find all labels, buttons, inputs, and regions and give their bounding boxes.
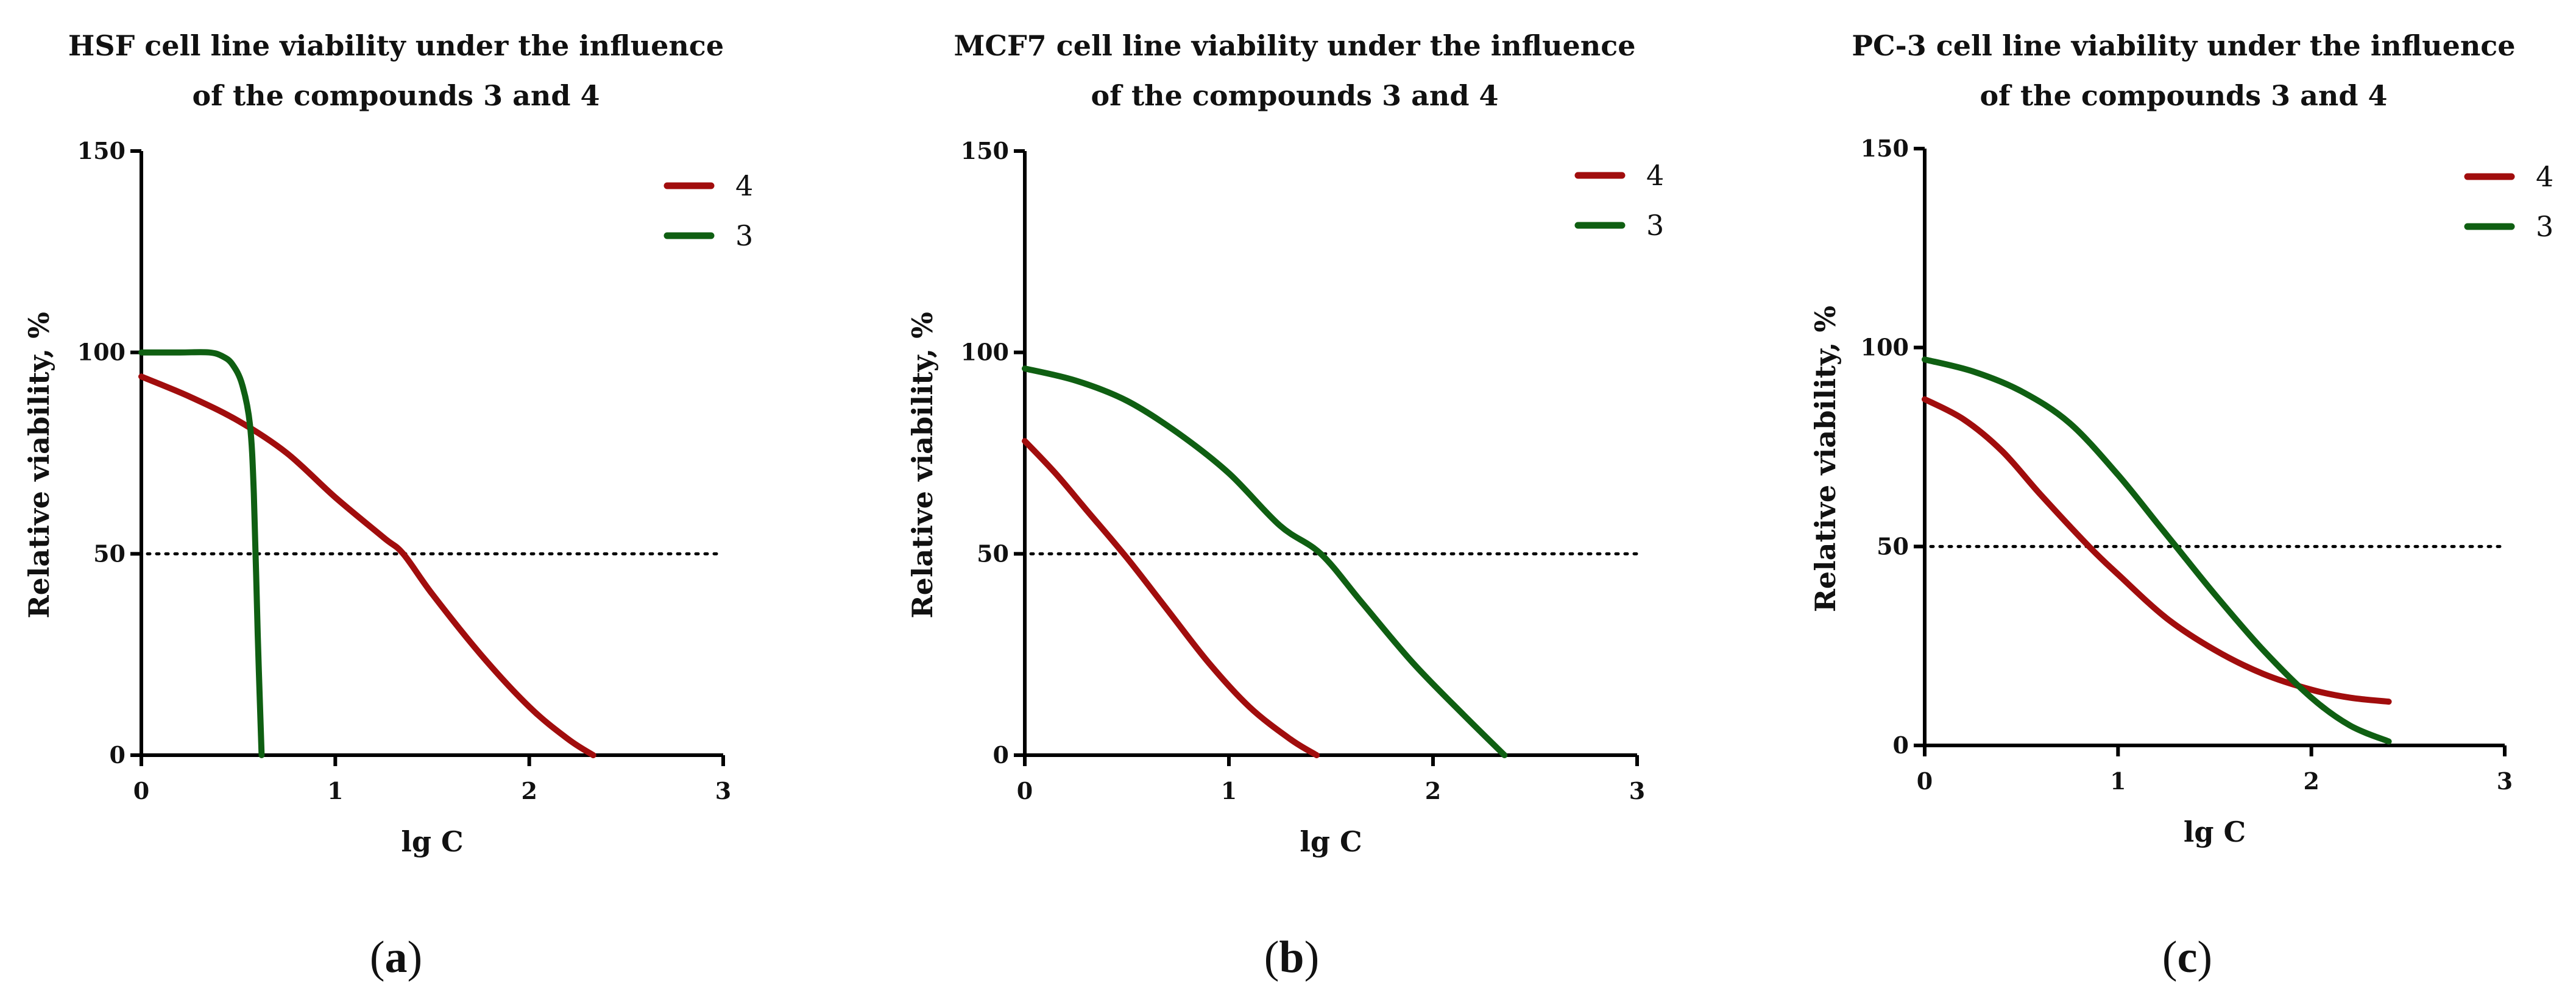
y-axis-label: Relative viability, % (23, 312, 55, 618)
chart-title: PC-3 cell line viability under the influ… (1791, 21, 2576, 121)
series-line-4 (1922, 396, 2392, 705)
chart-panel-a: HSF cell line viability under the influe… (0, 0, 792, 1000)
y-tick-label: 100 (77, 339, 126, 366)
chart-plot: 0 50 100 150 0 1 2 3 lg C Relative viability, % 4 3 (906, 137, 1664, 858)
x-axis-label: lg C (401, 825, 463, 858)
x-tick-label: 0 (1017, 777, 1033, 805)
x-tick-label: 2 (2303, 767, 2319, 795)
y-tick-label: 150 (1861, 135, 1909, 162)
legend-label-3: 3 (1646, 209, 1664, 242)
chart-plot: 0 50 100 150 0 1 2 3 lg C Relative viability, % 4 3 (1809, 135, 2553, 848)
chart-title-line-1: HSF cell line viability under the influe… (68, 29, 724, 62)
chart-plot: 0 50 100 150 0 1 2 3 lg C Relative viability, % 4 3 (23, 137, 753, 858)
panel-caption: (a) (369, 932, 423, 982)
chart-title-line-2: of the compounds 3 and 4 (1980, 79, 2388, 112)
panel-caption: (c) (2162, 932, 2213, 982)
y-tick-label: 100 (1861, 334, 1909, 361)
y-axis-label: Relative viability, % (906, 312, 939, 618)
chart-title-line-1: PC-3 cell line viability under the influ… (1852, 29, 2516, 62)
y-tick-label: 0 (993, 741, 1009, 769)
x-tick-label: 2 (1425, 777, 1441, 805)
chart-title: MCF7 cell line viability under the influ… (883, 21, 1706, 121)
x-tick-label: 3 (1629, 777, 1645, 805)
legend-label-4: 4 (735, 169, 753, 202)
series-line-4 (138, 373, 596, 758)
legend-label-3: 3 (2536, 210, 2553, 243)
x-tick-label: 3 (2497, 767, 2513, 795)
chart-title-line-2: of the compounds 3 and 4 (1091, 79, 1499, 112)
legend-label-4: 4 (2536, 160, 2553, 193)
series-line-4 (1022, 438, 1320, 758)
series-line-3 (1022, 365, 1508, 758)
panel-caption: (b) (1264, 932, 1320, 982)
y-tick-label: 100 (961, 339, 1009, 366)
x-tick-label: 3 (715, 777, 731, 805)
series-line-3 (1922, 356, 2392, 745)
y-tick-label: 50 (1877, 532, 1909, 560)
y-tick-label: 50 (977, 540, 1009, 567)
x-tick-label: 1 (1221, 777, 1237, 805)
chart-panel-c: PC-3 cell line viability under the influ… (1791, 0, 2576, 1000)
y-tick-label: 150 (77, 137, 126, 164)
chart-title-line-1: MCF7 cell line viability under the influ… (954, 29, 1636, 62)
chart-title-line-2: of the compounds 3 and 4 (192, 79, 600, 112)
y-tick-label: 150 (961, 137, 1009, 164)
legend-label-4: 4 (1646, 159, 1664, 192)
x-tick-label: 0 (133, 777, 149, 805)
x-tick-label: 2 (521, 777, 537, 805)
x-tick-label: 1 (2110, 767, 2126, 795)
series-line-3 (138, 349, 265, 758)
x-axis-label: lg C (2184, 815, 2246, 848)
chart-title: HSF cell line viability under the influe… (0, 21, 792, 121)
legend-label-3: 3 (735, 219, 753, 252)
y-axis-label: Relative viability, % (1809, 306, 1842, 612)
y-tick-label: 0 (110, 741, 126, 769)
x-tick-label: 1 (327, 777, 343, 805)
chart-panel-b: MCF7 cell line viability under the influ… (883, 0, 1706, 1000)
y-tick-label: 0 (1893, 731, 1909, 759)
y-tick-label: 50 (93, 540, 126, 567)
x-axis-label: lg C (1300, 825, 1362, 858)
x-tick-label: 0 (1917, 767, 1933, 795)
